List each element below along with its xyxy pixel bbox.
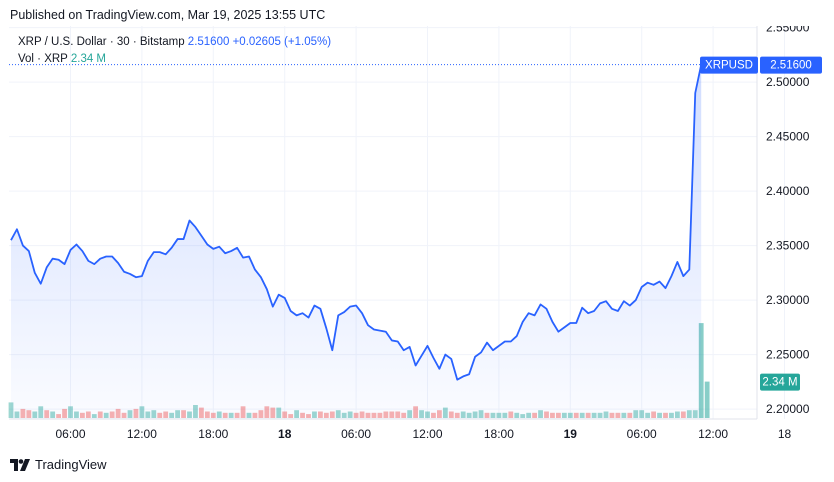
- time-tick-label: 06:00: [627, 427, 657, 441]
- time-tick-label: 06:00: [55, 427, 85, 441]
- volume-label: Vol · XRP: [18, 53, 68, 65]
- time-axis[interactable]: 06:00 12:00 18:00 18 06:00 12:00 18:00 19 06:00 1…: [55, 427, 791, 441]
- price-chart[interactable]: 2.55000 2.50000 2.45000 2.40000 2.35000 2.300…: [0, 26, 834, 454]
- price-tick-label: 2.30000: [766, 293, 810, 307]
- last-price-tag: 2.51600: [770, 60, 812, 72]
- price-tick-label: 2.55000: [766, 26, 810, 35]
- last-price-tag-bg: [760, 56, 822, 74]
- legend-price: 2.51600: [187, 36, 230, 48]
- time-tick-label: 18:00: [484, 427, 514, 441]
- price-tick-label: 2.45000: [766, 130, 810, 144]
- time-tick-label: 19: [564, 427, 578, 441]
- brand-name: TradingView: [35, 457, 107, 472]
- price-tick-label: 2.40000: [766, 184, 810, 198]
- price-area: [11, 64, 702, 419]
- time-tick-label: 12:00: [412, 427, 442, 441]
- last-volume-tag-bg: [760, 373, 800, 391]
- time-tick-label: 18:00: [198, 427, 228, 441]
- price-tick-label: 2.35000: [766, 239, 810, 253]
- price-tick-label: 2.25000: [766, 348, 810, 362]
- volume-value: 2.34 M: [70, 53, 107, 65]
- legend-change: +0.02605 (+1.05%): [232, 36, 332, 48]
- price-tick-label: 2.50000: [766, 75, 810, 89]
- volume-bar: [704, 381, 710, 418]
- symbol-description: XRP / U.S. Dollar · 30 · Bitstamp: [18, 36, 185, 48]
- time-tick-label: 18: [778, 427, 792, 441]
- symbol-tag: XRPUSD: [705, 60, 753, 72]
- time-tick-label: 18: [278, 427, 292, 441]
- tradingview-logo[interactable]: TradingView: [10, 457, 107, 472]
- time-tick-label: 12:00: [127, 427, 157, 441]
- symbol-legend[interactable]: XRP / U.S. Dollar · 30 · Bitstamp 2.5160…: [18, 36, 331, 48]
- last-volume-tag: 2.34 M: [762, 377, 797, 389]
- price-line: [10, 64, 703, 381]
- volume-legend[interactable]: Vol · XRP 2.34 M: [18, 53, 106, 65]
- price-tick-label: 2.20000: [766, 402, 810, 416]
- time-tick-label: 12:00: [698, 427, 728, 441]
- published-caption: Published on TradingView.com, Mar 19, 20…: [10, 8, 326, 22]
- price-tags: XRPUSD 2.51600 2.34 M: [700, 56, 822, 391]
- price-axis[interactable]: 2.55000 2.50000 2.45000 2.40000 2.35000 2.300…: [766, 26, 810, 416]
- symbol-tag-bg: [700, 56, 758, 74]
- time-tick-label: 06:00: [341, 427, 371, 441]
- tradingview-logo-icon: [10, 458, 30, 471]
